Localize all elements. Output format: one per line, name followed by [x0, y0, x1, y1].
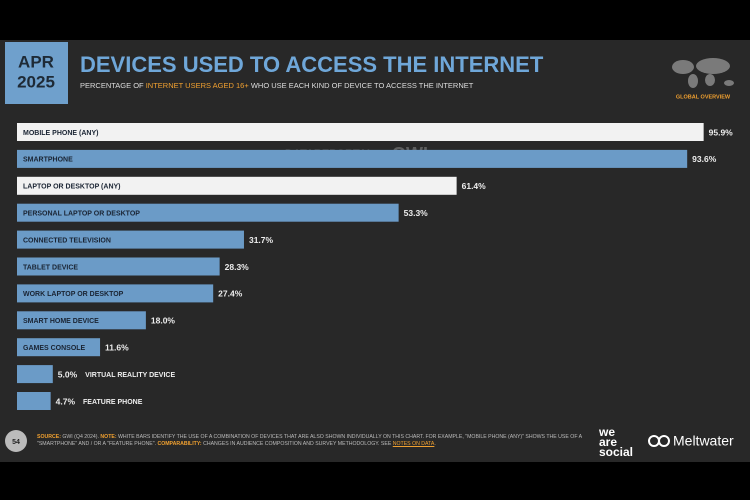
subtitle-part: WHO USE EACH KIND OF DEVICE TO ACCESS TH… [249, 81, 474, 90]
comparability: CHANGES IN AUDIENCE COMPOSITION AND SURV… [201, 441, 393, 447]
bar-chart: 95.9% MOBILE PHONE (ANY) 93.6% SMARTPHONE 61… [17, 123, 733, 410]
footnote-end: . [434, 441, 436, 447]
value-label: 5.0% [58, 369, 78, 379]
value-label: 31.7% [249, 235, 274, 245]
notes-link[interactable]: NOTES ON DATA [392, 441, 435, 447]
category-label: VIRTUAL REALITY DEVICE [85, 372, 175, 379]
bar [17, 338, 101, 357]
bar [17, 311, 146, 330]
logo-text: we [598, 425, 615, 439]
category-label: LAPTOP OR DESKTOP (ANY) [23, 184, 121, 191]
world-map [672, 58, 734, 88]
bar [17, 365, 53, 384]
value-label: 27.4% [218, 289, 243, 299]
category-label: WORK LAPTOP OR DESKTOP [23, 291, 124, 298]
category-label: SMARTPHONE [23, 157, 73, 164]
category-label: CONNECTED TELEVISION [23, 237, 111, 244]
comparability-label: COMPARABILITY: [157, 441, 202, 447]
value-label: 95.9% [709, 127, 734, 137]
category-label: TABLET DEVICE [23, 264, 78, 271]
meltwater-icon [648, 435, 670, 447]
category-label: SMART HOME DEVICE [23, 318, 99, 325]
bar [17, 230, 244, 249]
logo-text: Meltwater [673, 433, 734, 449]
date-month: APR [18, 52, 54, 71]
subtitle: PERCENTAGE OF INTERNET USERS AGED 16+ WH… [80, 81, 474, 90]
date-box [5, 42, 68, 104]
date-year: 2025 [17, 72, 55, 91]
category-label: GAMES CONSOLE [23, 345, 86, 352]
category-label: MOBILE PHONE (ANY) [23, 130, 98, 137]
category-label: PERSONAL LAPTOP OR DESKTOP [23, 211, 140, 218]
note: WHITE BARS IDENTIFY THE USE OF A COMBINA… [37, 434, 582, 447]
value-label: 93.6% [692, 154, 717, 164]
value-label: 61.4% [462, 181, 487, 191]
category-label: FEATURE PHONE [83, 399, 143, 406]
bar [17, 257, 220, 276]
title: DEVICES USED TO ACCESS THE INTERNET [80, 52, 544, 77]
value-label: 11.6% [105, 342, 129, 352]
bar [17, 123, 704, 141]
subtitle-highlight: INTERNET USERS AGED 16+ [146, 81, 250, 90]
value-label: 4.7% [56, 396, 76, 406]
footnote: SOURCE: GWI (Q4 2024). NOTE: WHITE BARS … [37, 434, 582, 448]
page-number: 54 [12, 439, 20, 446]
bar [17, 176, 457, 195]
bar [17, 149, 688, 168]
section-label: GLOBAL OVERVIEW [676, 94, 731, 100]
bar [17, 392, 51, 410]
bar [17, 203, 399, 222]
page-badge [5, 430, 27, 452]
bar [17, 284, 214, 303]
source: GWI (Q4 2024). [60, 434, 101, 440]
subtitle-part: PERCENTAGE OF [80, 81, 146, 90]
value-label: 53.3% [404, 208, 429, 218]
slide-bg [0, 40, 750, 462]
note-label: NOTE: [100, 434, 117, 440]
source-label: SOURCE: [37, 434, 61, 440]
value-label: 28.3% [225, 262, 250, 272]
logo-text: social [599, 445, 633, 459]
logo-text: are [599, 435, 617, 449]
value-label: 18.0% [151, 316, 176, 326]
